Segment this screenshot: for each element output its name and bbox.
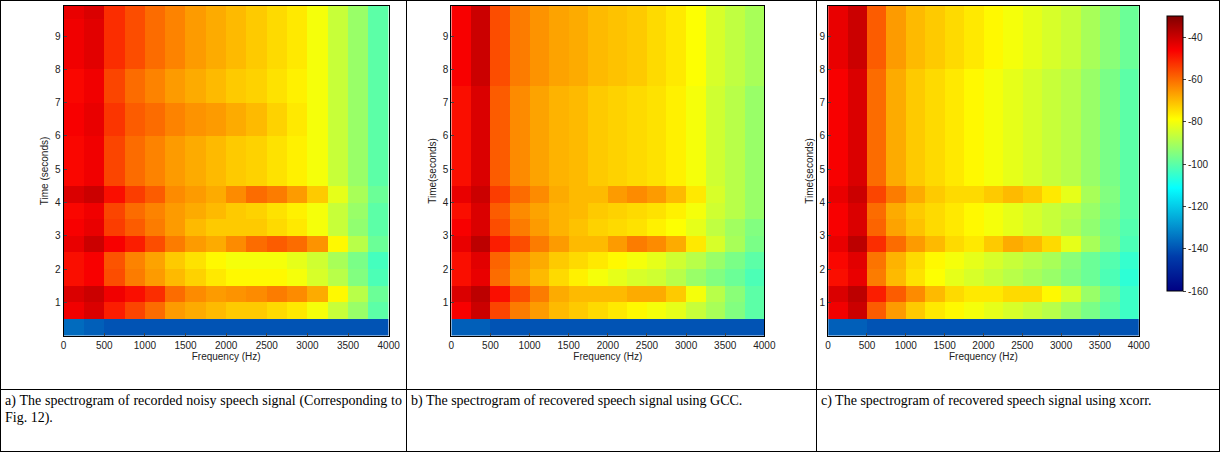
svg-text:-100: -100 (1188, 159, 1208, 170)
svg-text:2: 2 (443, 264, 449, 275)
svg-text:1000: 1000 (134, 340, 157, 351)
svg-text:2000: 2000 (215, 340, 238, 351)
svg-text:0: 0 (61, 340, 67, 351)
svg-text:-140: -140 (1188, 243, 1208, 254)
svg-text:5: 5 (820, 164, 826, 175)
svg-text:500: 500 (96, 340, 113, 351)
html-text:a) The spectrogram of recorded: a) The spectrogram of recorded noisy spe… (5, 393, 402, 425)
svg-text:4: 4 (820, 197, 826, 208)
svg-text:1500: 1500 (934, 340, 957, 351)
svg-text:7: 7 (443, 97, 449, 108)
svg-text:7: 7 (820, 97, 826, 108)
svg-text:5: 5 (55, 164, 61, 175)
svg-text:4: 4 (443, 197, 449, 208)
svg-text:4000: 4000 (753, 340, 776, 351)
svg-text:Frequency (Hz): Frequency (Hz) (192, 351, 261, 362)
svg-text:2500: 2500 (256, 340, 279, 351)
svg-text:3000: 3000 (675, 340, 698, 351)
svg-text:-60: -60 (1188, 74, 1203, 85)
svg-text:4000: 4000 (1128, 340, 1151, 351)
svg-text:500: 500 (482, 340, 499, 351)
svg-text:-40: -40 (1188, 32, 1203, 43)
svg-text:Frequency (Hz): Frequency (Hz) (949, 351, 1018, 362)
svg-text:3500: 3500 (714, 340, 737, 351)
svg-text:1: 1 (820, 297, 826, 308)
svg-text:500: 500 (859, 340, 876, 351)
html-text:c) The spectrogram of recovere: c) The spectrogram of recovered speech s… (821, 393, 1152, 408)
svg-text:1000: 1000 (518, 340, 541, 351)
svg-text:1: 1 (55, 297, 61, 308)
svg-text:6: 6 (820, 130, 826, 141)
svg-text:Time(seconds): Time(seconds) (427, 138, 438, 204)
svg-text:-160: -160 (1188, 286, 1208, 297)
svg-text:2: 2 (820, 264, 826, 275)
svg-text:6: 6 (443, 130, 449, 141)
svg-text:7: 7 (55, 97, 61, 108)
svg-text:3000: 3000 (296, 340, 319, 351)
svg-text:1500: 1500 (558, 340, 581, 351)
svg-text:2500: 2500 (1011, 340, 1034, 351)
svg-text:Time(seconds): Time(seconds) (804, 138, 815, 204)
svg-text:-120: -120 (1188, 201, 1208, 212)
svg-text:6: 6 (55, 130, 61, 141)
svg-text:1500: 1500 (174, 340, 197, 351)
svg-text:0: 0 (449, 340, 455, 351)
svg-text:3000: 3000 (1050, 340, 1073, 351)
svg-text:-80: -80 (1188, 116, 1203, 127)
svg-text:9: 9 (820, 31, 826, 42)
svg-text:Frequency (Hz): Frequency (Hz) (573, 351, 642, 362)
svg-text:1000: 1000 (895, 340, 918, 351)
svg-text:8: 8 (443, 64, 449, 75)
svg-text:4: 4 (55, 197, 61, 208)
svg-text:3: 3 (443, 230, 449, 241)
svg-text:2000: 2000 (597, 340, 620, 351)
html-text:b) The spectrogram of recovere: b) The spectrogram of recovered speech s… (411, 393, 743, 408)
svg-text:3500: 3500 (1089, 340, 1112, 351)
svg-text:2000: 2000 (972, 340, 995, 351)
svg-text:3500: 3500 (337, 340, 360, 351)
svg-text:0: 0 (825, 340, 831, 351)
svg-text:2500: 2500 (636, 340, 659, 351)
svg-text:Time (seconds): Time (seconds) (39, 137, 50, 206)
svg-text:5: 5 (443, 164, 449, 175)
svg-text:8: 8 (820, 64, 826, 75)
svg-text:9: 9 (55, 31, 61, 42)
svg-text:9: 9 (443, 31, 449, 42)
svg-text:3: 3 (820, 230, 826, 241)
svg-text:2: 2 (55, 264, 61, 275)
svg-text:8: 8 (55, 64, 61, 75)
svg-text:4000: 4000 (378, 340, 401, 351)
svg-text:3: 3 (55, 230, 61, 241)
svg-text:1: 1 (443, 297, 449, 308)
